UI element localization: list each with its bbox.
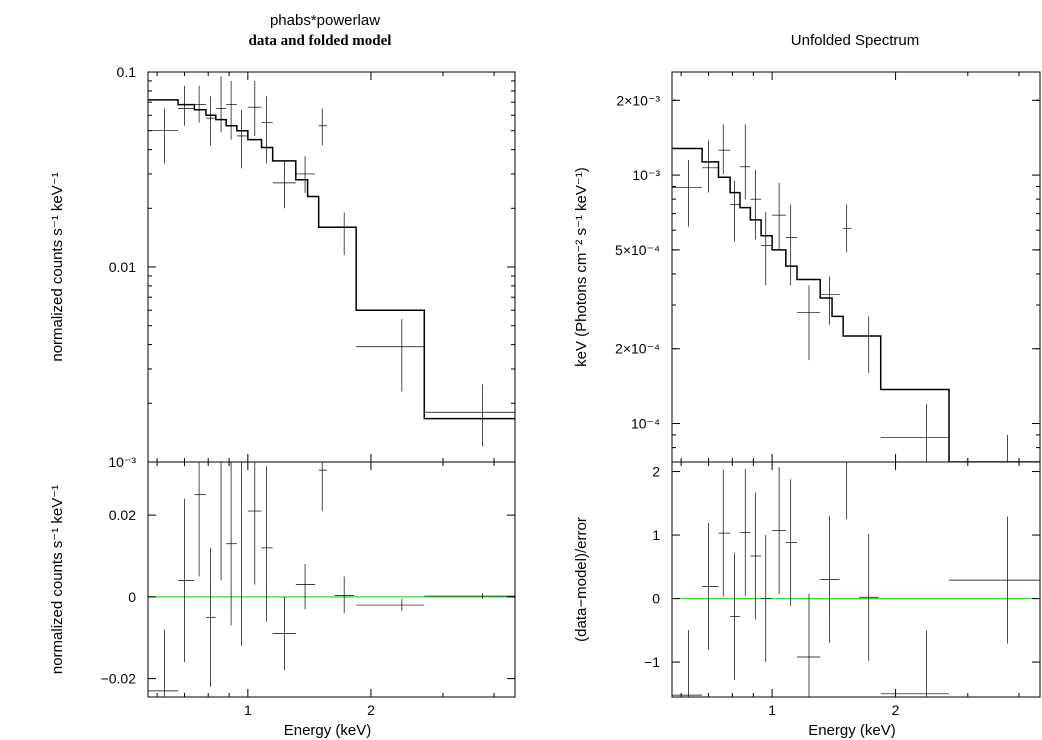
- y-tick-label: 0.01: [109, 259, 136, 275]
- left-chart-subtitle: data and folded model: [249, 33, 392, 49]
- y-tick-label: 0.02: [109, 507, 136, 523]
- y-tick-label: 1: [652, 527, 660, 543]
- plot-frame: [671, 461, 1041, 698]
- panel-left-bottom: 1 2 0.02 0 −0.02 normalized counts s⁻¹ keV⁻¹ E…: [49, 461, 516, 739]
- y-tick-label: 0: [128, 589, 136, 605]
- y-tick-label: −0.02: [101, 671, 137, 687]
- y-tick-label: 10⁻⁴: [631, 416, 660, 432]
- plot-area: [148, 76, 515, 447]
- y-tick-label: 0.1: [117, 64, 137, 80]
- y-axis-title: normalized counts s⁻¹ keV⁻¹: [49, 485, 66, 674]
- x-tick-label: 2: [367, 702, 375, 718]
- y-tick-label: 10⁻³: [632, 167, 660, 183]
- y-axis-title: keV (Photons cm⁻² s⁻¹ keV⁻¹): [573, 167, 590, 367]
- right-chart-title: Unfolded Spectrum: [791, 32, 919, 49]
- panel-left-top: 0.1 0.01 10⁻³ normalized counts s⁻¹ keV⁻¹: [49, 64, 516, 470]
- plot-area: [148, 462, 515, 697]
- y-tick-label: 0: [652, 591, 660, 607]
- x-axis-title: Energy (keV): [808, 722, 896, 739]
- model-step-line: [148, 99, 515, 420]
- y-axis-title: (data−model)/error: [573, 517, 590, 642]
- y-tick-label: 2×10⁻⁴: [615, 341, 660, 357]
- y-tick-label: −1: [644, 654, 660, 670]
- model-step-line: [672, 147, 1040, 462]
- plot-frame: [147, 461, 516, 698]
- x-tick-label: 2: [892, 702, 900, 718]
- plot-area: [672, 124, 1040, 462]
- x-tick-label: 1: [768, 702, 776, 718]
- panel-right-bottom: 1 2 2 1 0 −1 (data−model)/error Energy (keV): [573, 461, 1041, 739]
- y-tick-label: 2×10⁻³: [616, 92, 660, 108]
- y-tick-label: 10⁻³: [108, 454, 136, 470]
- y-tick-label: 2: [652, 464, 660, 480]
- plot-frame: [671, 71, 1041, 463]
- x-axis-title: Energy (keV): [284, 722, 372, 739]
- y-tick-label: 5×10⁻⁴: [615, 242, 660, 258]
- plot-area: [672, 462, 1040, 697]
- y-axis-title: normalized counts s⁻¹ keV⁻¹: [49, 172, 66, 361]
- panel-right-top: 2×10⁻³ 10⁻³ 5×10⁻⁴ 2×10⁻⁴ 10⁻⁴ keV (Photons c…: [573, 71, 1041, 463]
- chart-panels: 0.1 0.01 10⁻³ normalized counts s⁻¹ keV⁻¹ 1 2…: [49, 64, 1041, 739]
- plot-frame: [147, 71, 516, 463]
- left-chart-title: phabs*powerlaw: [270, 12, 380, 29]
- x-tick-label: 1: [244, 702, 252, 718]
